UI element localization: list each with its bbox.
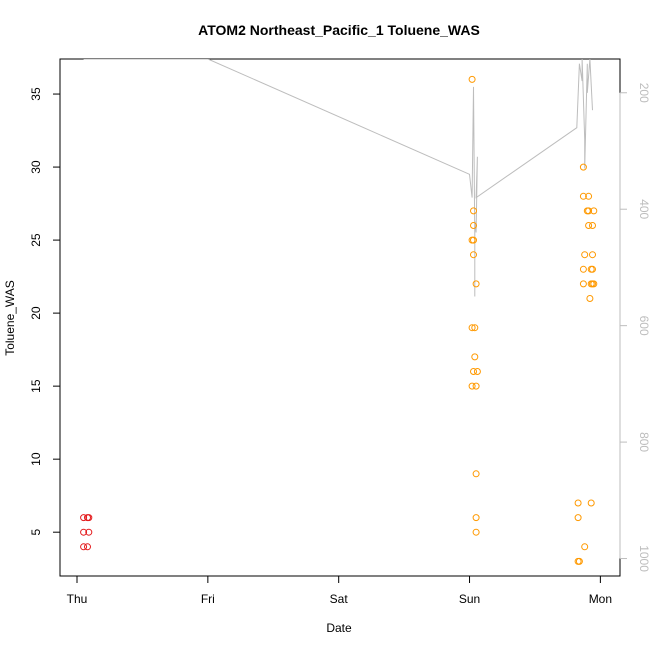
y-tick-label: 30 — [29, 160, 43, 174]
data-point — [586, 295, 594, 302]
data-point — [468, 75, 476, 83]
y2-tick-label: 600 — [637, 316, 650, 336]
data-point — [579, 192, 587, 200]
data-point — [80, 543, 88, 551]
data-point — [579, 265, 587, 273]
y-tick-label: 20 — [29, 306, 43, 320]
pressure-line — [83, 59, 593, 297]
data-point — [470, 368, 477, 375]
data-point — [585, 222, 593, 229]
data-point — [472, 382, 480, 390]
x-tick-label: Fri — [201, 592, 215, 606]
data-point — [470, 236, 477, 244]
data-point — [84, 543, 91, 551]
plot-box — [59, 58, 621, 577]
y-tick-label: 10 — [29, 452, 43, 466]
y2-axis: 200 400 600 800 1000 — [619, 83, 650, 572]
y-tick-label: 5 — [29, 529, 43, 536]
data-point — [581, 251, 589, 259]
data-point — [590, 207, 598, 215]
data-point — [590, 280, 598, 288]
data-point — [470, 207, 477, 215]
x-tick-label: Mon — [589, 592, 612, 606]
data-point — [589, 265, 596, 273]
data-point — [587, 499, 595, 507]
data-point — [589, 222, 596, 229]
data-point — [472, 280, 480, 288]
data-point — [85, 514, 93, 522]
data-point — [579, 163, 587, 171]
points-layer — [80, 75, 598, 565]
y2-tick-label: 400 — [637, 199, 650, 219]
x-tick-label: Sun — [459, 592, 480, 606]
data-point — [472, 528, 480, 536]
data-point — [574, 514, 582, 522]
data-point — [470, 222, 477, 229]
x-tick-label: Thu — [67, 592, 88, 606]
x-axis-label: Date — [326, 621, 352, 635]
chart-title: ATOM2 Northeast_Pacific_1 Toluene_WAS — [198, 22, 480, 38]
data-point — [80, 514, 88, 522]
y-tick-label: 25 — [29, 233, 43, 247]
y2-tick-label: 800 — [637, 432, 650, 452]
data-point — [85, 528, 93, 536]
data-point — [574, 499, 582, 507]
x-tick-label: Sat — [330, 592, 349, 606]
data-point — [472, 514, 480, 522]
data-point — [472, 470, 480, 478]
data-point — [471, 324, 479, 332]
data-point — [470, 251, 477, 259]
data-point — [589, 251, 596, 259]
pressure-line-layer — [83, 59, 593, 297]
x-axis: Thu Fri Sat Sun Mon — [67, 575, 612, 606]
data-point — [471, 353, 479, 361]
y-axis-label: Toluene_WAS — [3, 280, 17, 356]
data-point — [581, 543, 589, 551]
y2-tick-label: 200 — [637, 83, 650, 103]
data-point — [468, 382, 476, 390]
data-point — [575, 557, 583, 565]
y-tick-label: 15 — [29, 379, 43, 393]
data-point — [80, 528, 88, 536]
y-axis: 5 10 15 20 25 30 35 — [29, 87, 61, 536]
data-point — [473, 368, 481, 375]
y-tick-label: 35 — [29, 87, 43, 101]
data-point — [579, 280, 587, 288]
data-point — [585, 207, 593, 215]
y2-tick-label: 1000 — [637, 545, 650, 572]
data-point — [468, 324, 476, 332]
data-point — [585, 192, 593, 200]
